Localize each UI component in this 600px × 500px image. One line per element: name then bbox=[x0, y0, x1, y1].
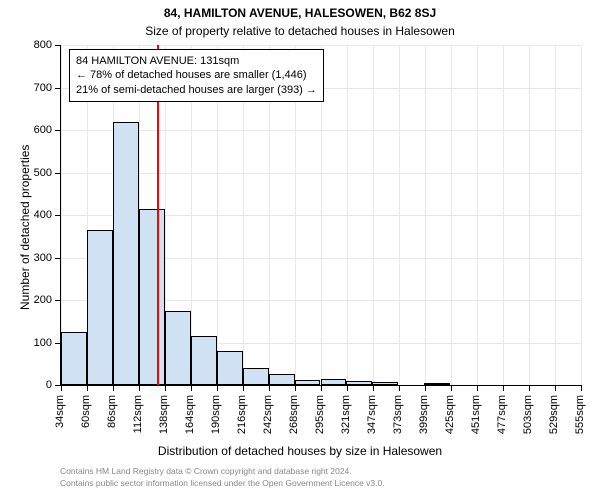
grid-line bbox=[529, 45, 530, 385]
x-tick bbox=[451, 385, 452, 391]
x-axis-label: Distribution of detached houses by size … bbox=[0, 444, 600, 458]
grid-line bbox=[503, 45, 504, 385]
y-tick-label: 800 bbox=[12, 39, 52, 51]
x-tick bbox=[555, 385, 556, 391]
histogram-bar bbox=[87, 230, 113, 385]
plot-area: 84 HAMILTON AVENUE: 131sqm← 78% of detac… bbox=[60, 45, 581, 386]
histogram-bar bbox=[243, 368, 269, 385]
x-tick bbox=[503, 385, 504, 391]
histogram-bar bbox=[346, 381, 372, 385]
x-tick-label: 503sqm bbox=[522, 395, 534, 434]
grid-line bbox=[451, 45, 452, 385]
grid-line bbox=[581, 45, 582, 385]
x-tick bbox=[191, 385, 192, 391]
histogram-bar bbox=[139, 209, 165, 385]
histogram-bar bbox=[295, 380, 321, 385]
x-tick bbox=[113, 385, 114, 391]
x-tick bbox=[243, 385, 244, 391]
histogram-bar bbox=[191, 336, 217, 385]
grid-line bbox=[425, 45, 426, 385]
x-tick bbox=[347, 385, 348, 391]
histogram-bar bbox=[424, 383, 450, 385]
chart-subtitle: Size of property relative to detached ho… bbox=[0, 24, 600, 38]
y-tick-label: 200 bbox=[12, 294, 52, 306]
x-tick bbox=[61, 385, 62, 391]
x-tick bbox=[581, 385, 582, 391]
x-tick-label: 399sqm bbox=[418, 395, 430, 434]
histogram-bar bbox=[372, 382, 398, 385]
y-tick-label: 300 bbox=[12, 252, 52, 264]
info-line: 21% of semi-detached houses are larger (… bbox=[76, 83, 317, 97]
histogram-bar bbox=[321, 379, 347, 385]
x-tick bbox=[295, 385, 296, 391]
attribution-line-1: Contains HM Land Registry data © Crown c… bbox=[60, 466, 580, 476]
attribution-line-2: Contains public sector information licen… bbox=[60, 478, 580, 488]
x-tick-label: 347sqm bbox=[366, 395, 378, 434]
x-tick-label: 373sqm bbox=[392, 395, 404, 434]
y-tick-label: 600 bbox=[12, 124, 52, 136]
grid-line bbox=[399, 45, 400, 385]
x-tick-label: 268sqm bbox=[288, 395, 300, 434]
histogram-bar bbox=[165, 311, 191, 385]
histogram-bar bbox=[113, 122, 139, 386]
x-tick-label: 138sqm bbox=[158, 395, 170, 434]
grid-line bbox=[373, 45, 374, 385]
info-line: 84 HAMILTON AVENUE: 131sqm bbox=[76, 54, 317, 68]
grid-line bbox=[477, 45, 478, 385]
y-tick-label: 500 bbox=[12, 167, 52, 179]
x-tick-label: 242sqm bbox=[262, 395, 274, 434]
x-tick-label: 321sqm bbox=[340, 395, 352, 434]
grid-line bbox=[555, 45, 556, 385]
grid-line bbox=[347, 45, 348, 385]
x-tick bbox=[399, 385, 400, 391]
info-line: ← 78% of detached houses are smaller (1,… bbox=[76, 68, 317, 82]
chart-container: 84, HAMILTON AVENUE, HALESOWEN, B62 8SJ … bbox=[0, 0, 600, 500]
x-tick bbox=[321, 385, 322, 391]
x-tick-label: 190sqm bbox=[210, 395, 222, 434]
x-tick bbox=[87, 385, 88, 391]
x-tick-label: 112sqm bbox=[132, 395, 144, 433]
x-tick bbox=[477, 385, 478, 391]
x-tick-label: 295sqm bbox=[314, 395, 326, 434]
x-tick bbox=[139, 385, 140, 391]
y-tick-label: 100 bbox=[12, 337, 52, 349]
histogram-bar bbox=[217, 351, 243, 385]
histogram-bar bbox=[61, 332, 87, 385]
x-tick-label: 425sqm bbox=[444, 395, 456, 434]
x-tick-label: 451sqm bbox=[470, 395, 482, 434]
x-tick-label: 529sqm bbox=[548, 395, 560, 434]
chart-title: 84, HAMILTON AVENUE, HALESOWEN, B62 8SJ bbox=[0, 6, 600, 20]
y-tick-label: 400 bbox=[12, 209, 52, 221]
x-tick-label: 60sqm bbox=[80, 395, 92, 428]
x-tick-label: 164sqm bbox=[184, 395, 196, 434]
histogram-bar bbox=[269, 374, 295, 385]
x-tick bbox=[269, 385, 270, 391]
info-box: 84 HAMILTON AVENUE: 131sqm← 78% of detac… bbox=[69, 49, 324, 102]
x-tick-label: 34sqm bbox=[54, 395, 66, 428]
x-tick bbox=[529, 385, 530, 391]
y-tick-label: 700 bbox=[12, 82, 52, 94]
x-tick bbox=[373, 385, 374, 391]
x-tick-label: 477sqm bbox=[496, 395, 508, 434]
y-tick-label: 0 bbox=[12, 379, 52, 391]
x-tick-label: 86sqm bbox=[106, 395, 118, 428]
x-tick-label: 555sqm bbox=[574, 395, 586, 434]
x-tick-label: 216sqm bbox=[236, 395, 248, 434]
x-tick bbox=[425, 385, 426, 391]
x-tick bbox=[217, 385, 218, 391]
x-tick bbox=[165, 385, 166, 391]
